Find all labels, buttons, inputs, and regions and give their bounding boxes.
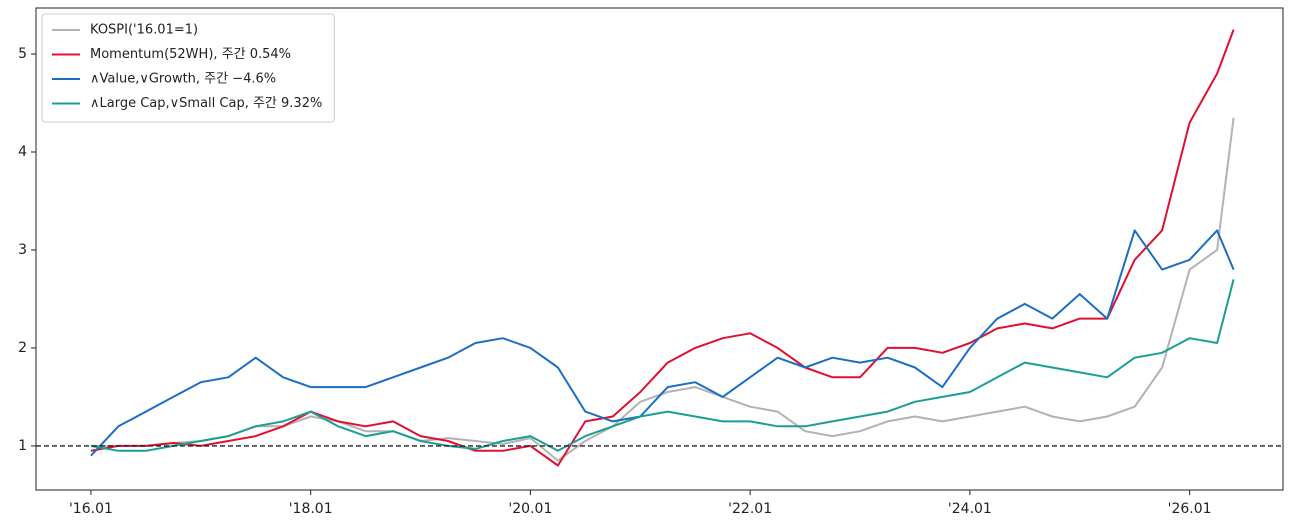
series-line bbox=[90, 117, 1235, 462]
legend-label: ∧Value,∨Growth, 주간 −4.6% bbox=[90, 72, 276, 87]
y-tick-label: 4 bbox=[18, 144, 27, 160]
legend: KOSPI('16.01=1) Momentum(52WH), 주간 0.54% ∧… bbox=[41, 13, 335, 123]
x-tick-label: '18.01 bbox=[289, 501, 333, 517]
legend-label: Momentum(52WH), 주간 0.54% bbox=[90, 47, 291, 62]
series-line bbox=[90, 279, 1235, 452]
legend-label: ∧Large Cap,∨Small Cap, 주간 9.32% bbox=[90, 96, 322, 111]
series-line bbox=[90, 29, 1235, 467]
x-tick-label: '16.01 bbox=[69, 501, 113, 517]
y-tick-label: 5 bbox=[18, 46, 27, 62]
series-line bbox=[90, 229, 1235, 457]
y-tick-label: 3 bbox=[18, 242, 27, 258]
x-tick-label: '20.01 bbox=[508, 501, 552, 517]
x-tick-label: '24.01 bbox=[948, 501, 992, 517]
x-tick-label: '26.01 bbox=[1168, 501, 1212, 517]
y-tick-label: 2 bbox=[18, 340, 27, 356]
x-tick-label: '22.01 bbox=[728, 501, 772, 517]
legend-label: KOSPI('16.01=1) bbox=[90, 23, 198, 38]
legend-box bbox=[41, 13, 335, 123]
y-tick-label: 1 bbox=[18, 438, 27, 454]
plot-frame bbox=[35, 7, 1284, 491]
